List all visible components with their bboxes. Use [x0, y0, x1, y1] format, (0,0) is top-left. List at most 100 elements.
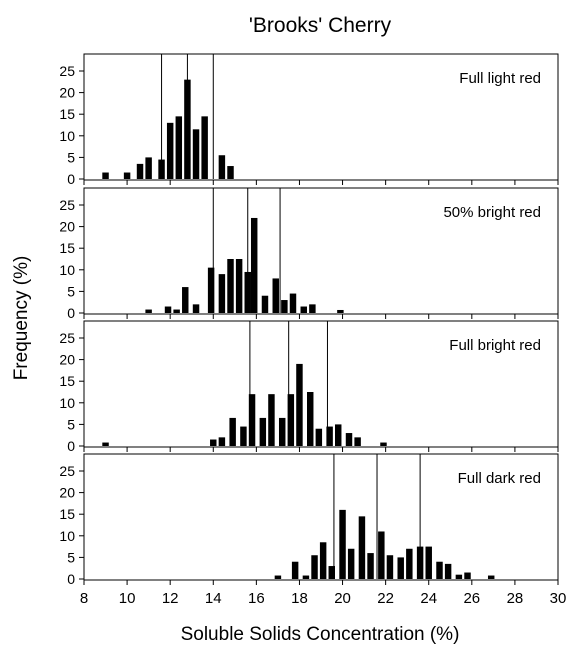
bar — [287, 394, 295, 446]
bar — [307, 392, 314, 446]
x-tick-label: 28 — [507, 590, 524, 607]
bar — [281, 300, 288, 313]
y-tick-label: 15 — [59, 506, 75, 522]
panel-label: 50% bright red — [443, 204, 541, 221]
bar — [436, 561, 443, 579]
bar — [173, 309, 180, 313]
x-axis-label: Soluble Solids Concentration (%) — [181, 624, 460, 645]
y-tick-label: 5 — [67, 149, 75, 165]
bar — [311, 555, 318, 579]
bar — [192, 304, 200, 313]
bar — [102, 172, 109, 179]
bar — [166, 122, 174, 179]
y-tick-label: 20 — [59, 485, 75, 501]
y-tick-label: 20 — [59, 219, 75, 235]
bar — [268, 394, 275, 446]
bar — [397, 557, 404, 579]
y-tick-label: 5 — [67, 283, 75, 299]
panel-frame — [83, 53, 559, 181]
x-tick-label: 22 — [377, 590, 394, 607]
y-tick-label: 5 — [67, 416, 75, 432]
panel-2: 0 5 10 15 20 25 50% bright red — [59, 187, 559, 321]
x-tick-label: 12 — [162, 590, 179, 607]
bar — [302, 575, 310, 579]
bar — [248, 394, 256, 446]
bar — [182, 287, 189, 313]
bar — [272, 278, 279, 313]
bar — [201, 116, 208, 179]
bar — [354, 437, 361, 446]
panel-label: Full bright red — [449, 337, 541, 354]
x-axis-ticks: 8 10 12 14 16 18 20 22 24 26 28 30 — [80, 590, 566, 607]
bar — [136, 163, 144, 179]
y-tick-label: 10 — [59, 128, 75, 144]
y-tick-label: 25 — [59, 330, 75, 346]
y-tick-label: 25 — [59, 63, 75, 79]
bar — [145, 309, 152, 313]
bar — [274, 575, 282, 579]
panel-1: 0 5 10 15 20 25 Full light red — [59, 53, 559, 187]
bar — [345, 433, 353, 446]
y-tick-label: 20 — [59, 85, 75, 101]
bar — [240, 426, 247, 446]
bar — [300, 306, 307, 313]
bar — [296, 363, 303, 446]
bar — [207, 267, 215, 313]
y-axis-label: Frequency (%) — [11, 256, 32, 381]
x-tick-label: 20 — [334, 590, 351, 607]
bar — [315, 428, 323, 446]
bar — [291, 561, 299, 579]
bar — [278, 417, 286, 446]
x-tick-label: 10 — [119, 590, 136, 607]
bar — [229, 417, 236, 446]
panel-label: Full dark red — [458, 470, 541, 487]
bar — [358, 516, 366, 579]
x-tick-label: 24 — [420, 590, 437, 607]
y-tick-label: 10 — [59, 395, 75, 411]
x-tick-label: 18 — [291, 590, 308, 607]
bar — [367, 553, 374, 579]
y-tick-label: 0 — [67, 438, 75, 454]
y-tick-label: 0 — [67, 171, 75, 187]
bar — [444, 563, 452, 579]
bar — [335, 424, 342, 446]
bar — [102, 442, 109, 446]
x-tick-label: 26 — [463, 590, 480, 607]
bar — [123, 172, 131, 179]
bar — [235, 259, 243, 313]
panel-frame — [83, 320, 559, 448]
bar — [455, 574, 463, 579]
bar — [175, 116, 183, 179]
bar — [464, 572, 471, 579]
bar — [406, 548, 413, 579]
y-tick-label: 20 — [59, 352, 75, 368]
bar — [328, 566, 335, 579]
bar — [378, 531, 385, 579]
y-tick-label: 0 — [67, 305, 75, 321]
y-tick-label: 15 — [59, 373, 75, 389]
bar — [227, 259, 234, 313]
panel-frame — [83, 453, 559, 581]
bar — [425, 546, 432, 579]
bar — [289, 293, 297, 313]
bar — [218, 155, 226, 179]
chart-title: 'Brooks' Cherry — [249, 14, 392, 37]
bar — [259, 417, 267, 446]
y-tick-label: 15 — [59, 106, 75, 122]
bar — [337, 309, 344, 313]
x-tick-label: 30 — [550, 590, 566, 607]
bar — [218, 274, 226, 313]
bar — [309, 304, 316, 313]
bar — [218, 437, 226, 446]
bar — [487, 575, 495, 579]
panel-frame — [83, 187, 559, 315]
y-tick-label: 10 — [59, 528, 75, 544]
x-tick-label: 14 — [205, 590, 222, 607]
panel-3: 0 5 10 15 20 25 Full bright red — [59, 320, 559, 454]
bar — [319, 542, 327, 579]
panel-4: 0 5 10 15 20 25 Full dark red — [59, 453, 559, 587]
bar — [210, 439, 217, 446]
y-tick-label: 10 — [59, 262, 75, 278]
bar — [386, 555, 394, 579]
